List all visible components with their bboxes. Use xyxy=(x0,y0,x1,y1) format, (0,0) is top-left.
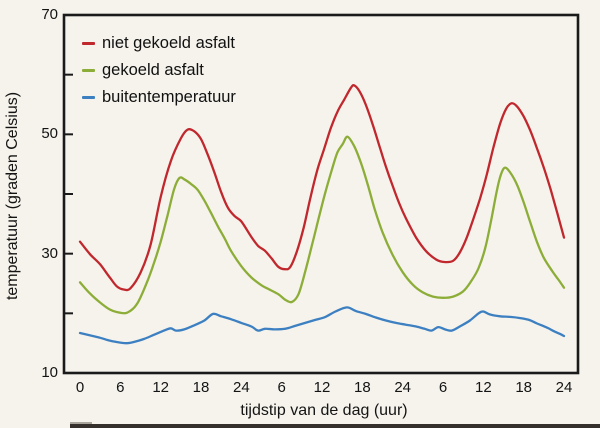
series-line-gekoeld-asfalt xyxy=(78,135,566,315)
legend-label: buitentemperatuur xyxy=(102,87,236,106)
scan-artifact-line xyxy=(70,424,600,428)
x-tick-label: 24 xyxy=(555,379,573,396)
x-tick-label: 12 xyxy=(474,379,492,396)
x-tick-label: 18 xyxy=(515,379,532,396)
legend-item-niet-gekoeld-asfalt: niet gekoeld asfalt xyxy=(82,32,236,54)
x-tick-label: 0 xyxy=(75,379,85,396)
x-tick-label: 18 xyxy=(192,379,210,396)
legend-swatch-red-line xyxy=(82,41,95,45)
legend-item-gekoeld-asfalt: gekoeld asfalt xyxy=(82,59,236,81)
plot-frame xyxy=(62,13,580,375)
legend-item-buitentemperatuur: buitentemperatuur xyxy=(82,86,236,108)
series-line-buitentemperatuur xyxy=(78,306,566,345)
x-axis-title: tijdstip van de dag (uur) xyxy=(240,402,408,419)
y-tick-label: 70 xyxy=(41,6,58,23)
legend: niet gekoeld asfalt gekoeld asfalt buite… xyxy=(82,32,236,113)
legend-swatch-green-line xyxy=(82,68,95,72)
x-tick-label: 6 xyxy=(438,379,448,396)
x-tick-label: 24 xyxy=(232,379,250,396)
x-tick-label: 24 xyxy=(394,379,411,396)
legend-swatch-blue-line xyxy=(82,95,95,99)
legend-label: niet gekoeld asfalt xyxy=(102,33,236,52)
y-tick-label: 50 xyxy=(41,125,58,143)
x-tick-label: 6 xyxy=(277,379,286,396)
series-line-niet-gekoeld-asfalt xyxy=(78,84,566,292)
y-tick-label: 10 xyxy=(41,364,58,381)
y-tick-label: 30 xyxy=(41,244,58,262)
x-tick-label: 6 xyxy=(116,379,125,396)
x-tick-label: 12 xyxy=(313,379,331,396)
x-tick-label: 12 xyxy=(152,379,169,396)
legend-label: gekoeld asfalt xyxy=(102,60,204,79)
x-tick-label: 18 xyxy=(353,379,371,396)
